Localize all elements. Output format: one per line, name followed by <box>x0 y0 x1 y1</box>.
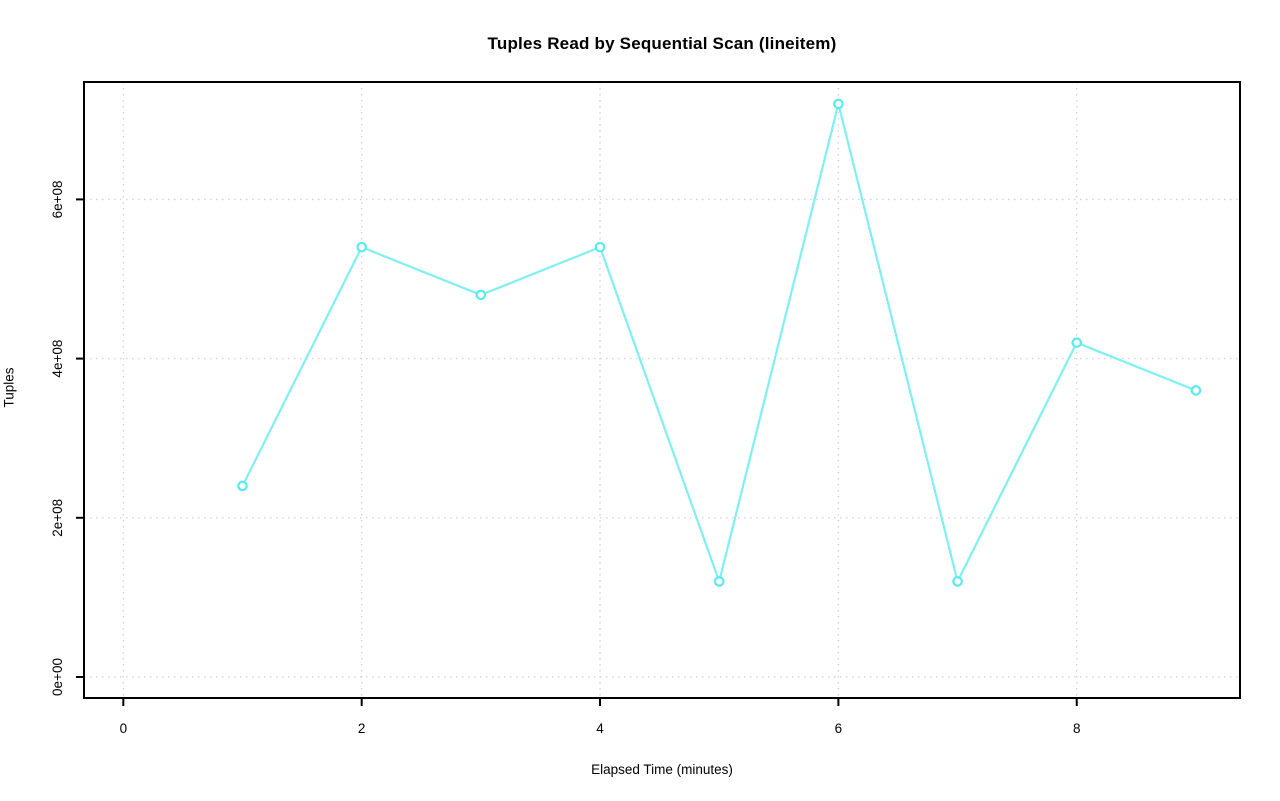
y-tick-label: 2e+08 <box>50 499 65 537</box>
data-point-marker <box>475 289 487 301</box>
x-axis-title: Elapsed Time (minutes) <box>591 762 733 777</box>
y-tick-label: 0e+00 <box>50 658 65 696</box>
chart-title: Tuples Read by Sequential Scan (lineitem… <box>487 34 837 53</box>
y-tick-label: 4e+08 <box>50 340 65 378</box>
data-point-marker <box>833 98 844 110</box>
data-point-marker <box>952 576 963 587</box>
data-point-marker <box>1071 337 1083 348</box>
x-tick-label: 8 <box>1073 721 1081 736</box>
x-tick-label: 2 <box>358 721 366 736</box>
series-line <box>241 102 1197 583</box>
plot-border <box>83 81 1241 699</box>
data-point-marker <box>594 241 606 253</box>
data-point-marker <box>713 576 725 587</box>
x-tick-label: 4 <box>596 721 604 736</box>
data-point-marker <box>1190 385 1202 396</box>
y-tick-label: 6e+08 <box>50 180 65 218</box>
x-tick-label: 6 <box>835 721 843 736</box>
data-point-marker <box>356 241 367 253</box>
x-tick-label: 0 <box>120 721 128 736</box>
data-point-marker <box>237 480 248 492</box>
